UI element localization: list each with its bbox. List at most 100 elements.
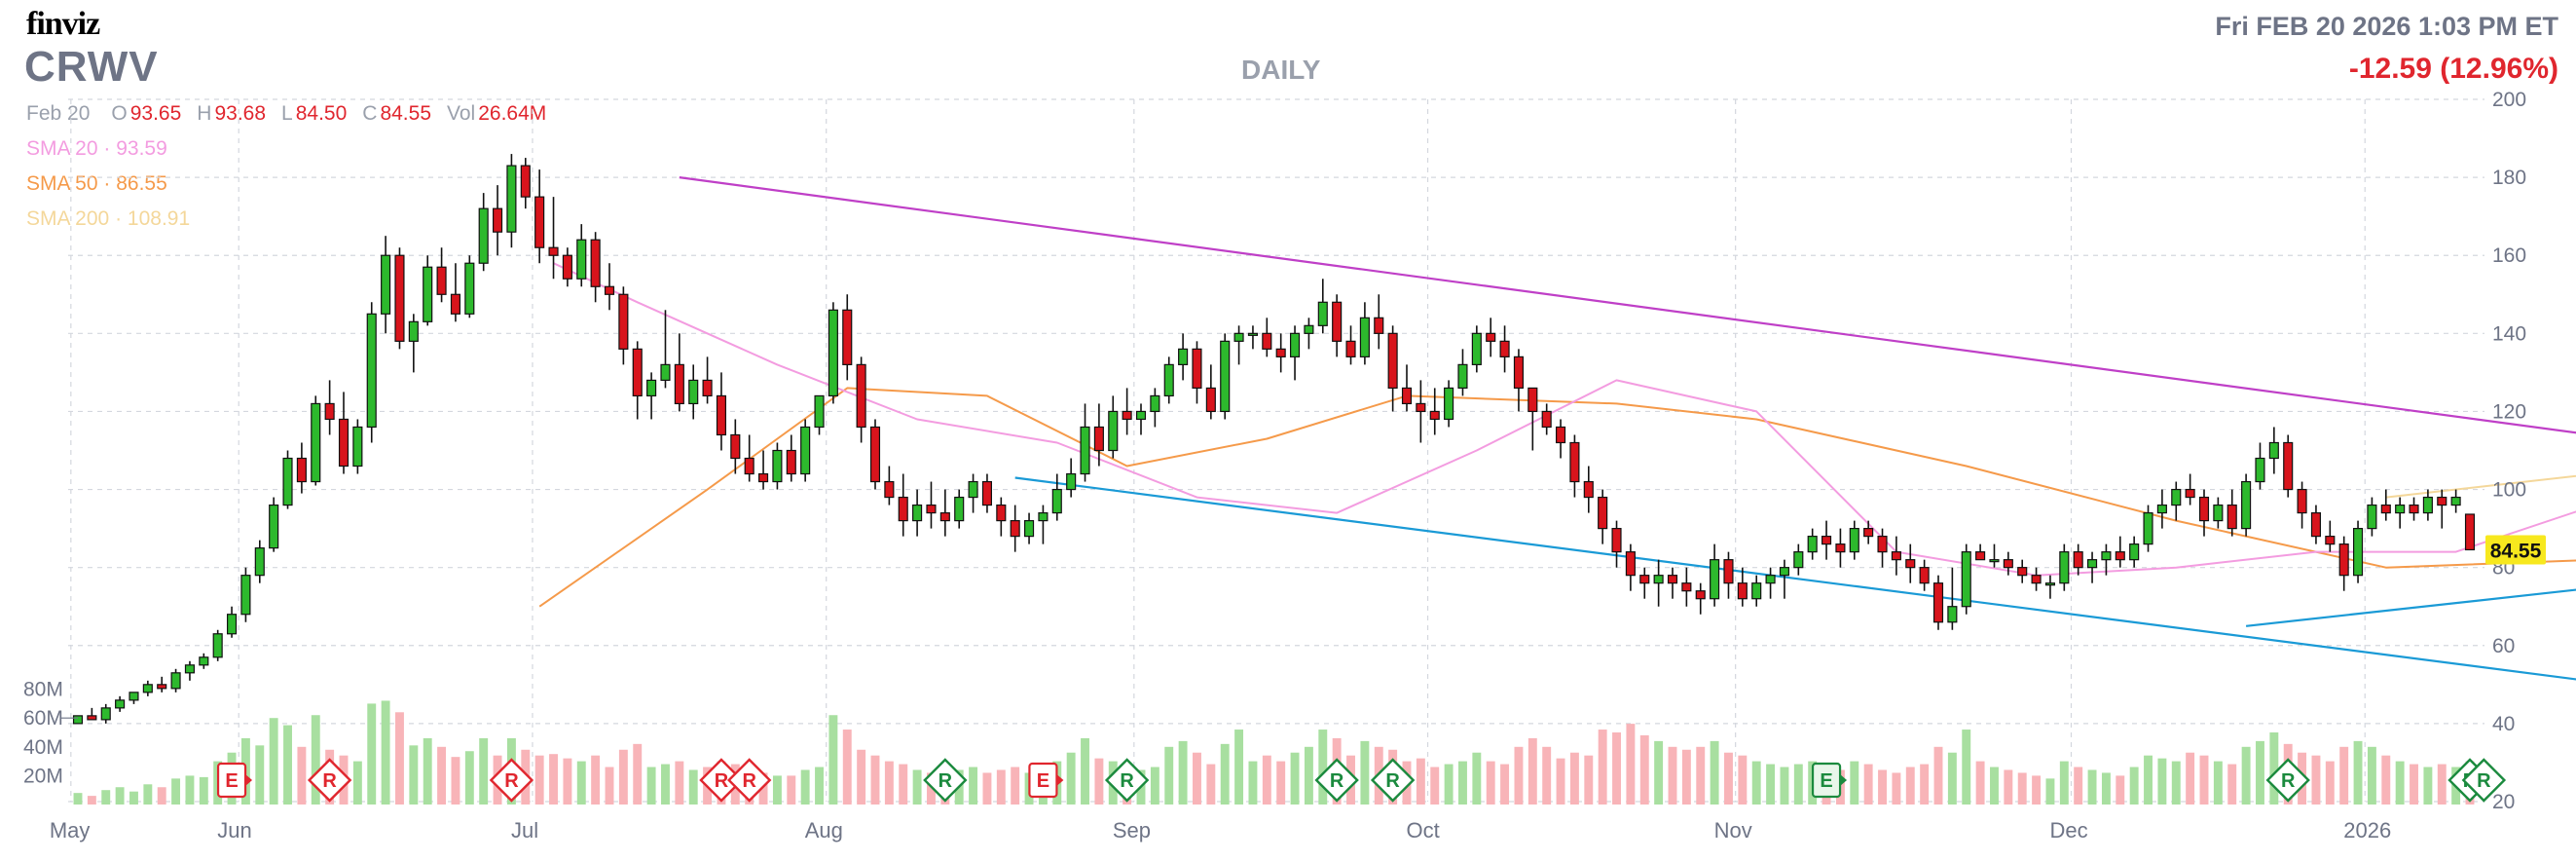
candle-up [199,656,209,666]
candle-up [2213,504,2224,522]
candle-up [1989,559,2000,563]
volume-bar [2186,752,2195,805]
volume-bar [1444,764,1454,805]
candle-down [2297,488,2307,514]
sma50-line [538,387,2576,608]
volume-bar [2171,761,2181,805]
candle-up [269,504,279,549]
volume-bar [675,761,684,805]
volume-bar [1710,740,1719,805]
x-month-label: Jun [217,818,251,842]
candle-down [869,426,881,483]
volume-value: 26.64M [478,102,547,125]
candle-up [1471,332,1482,365]
sma20-legend[interactable]: SMA 20 · 93.59 [26,137,167,160]
candle-down [1541,410,1552,429]
candle-up [2255,457,2265,483]
chart-grid [68,98,2484,803]
sma20-value: 93.59 [116,137,167,160]
candle-up [2395,504,2406,514]
volume-bar [352,761,362,805]
volume-bar [1569,752,1579,805]
volume-bar [1360,740,1370,805]
candle-up [381,254,391,315]
candle-down [324,402,335,421]
candle-down [590,239,601,287]
candle-down [1821,536,1832,545]
volume-bar [646,767,656,805]
x-month-label: Jul [511,818,538,842]
candle-down [492,207,503,233]
candle-down [632,348,643,397]
candle-down [1598,496,1608,530]
volume-bar [367,703,377,805]
candle-up [1653,575,1664,584]
candle-up [366,313,377,429]
candle-down [1374,317,1384,334]
sma50-legend[interactable]: SMA 50 · 86.55 [26,172,167,195]
sma200-legend[interactable]: SMA 200 · 108.91 [26,207,191,230]
event-label: R [504,770,519,792]
candle-up [1080,426,1090,475]
event-label: R [2477,770,2491,792]
candle-up [184,664,196,674]
volume-bar [1527,737,1537,805]
volume-bar [185,775,195,805]
rating-marker [307,758,352,803]
volume-bar [2437,764,2447,805]
x-month-label: Oct [1407,818,1440,842]
volume-bars [73,700,2475,805]
volume-bar [1193,752,1201,805]
volume-bar [2059,761,2069,805]
candle-down [1205,387,1216,413]
candle-down [2073,551,2083,569]
volume-tick-label: 80M [23,679,63,701]
y-tick-label: 160 [2492,244,2526,267]
candle-up [1066,472,1077,491]
candle-down [2409,504,2419,514]
finviz-logo[interactable]: finviz [26,6,100,42]
candle-down [744,457,754,475]
event-label: R [1385,770,1400,792]
candle-up [2156,504,2167,514]
candle-up [1317,301,1328,326]
volume-bar [1542,746,1552,805]
candle-down [1891,551,1901,561]
volume-bar [1892,772,1901,805]
candle-down [981,480,993,506]
volume-bar [884,761,894,805]
volume-tick-label: 60M [23,707,63,730]
candle-down [1192,348,1202,390]
candle-up [72,715,84,725]
candle-up [688,379,699,405]
candle-up [1023,519,1035,538]
candle-down [520,165,531,198]
candle-down [2003,559,2013,569]
volume-bar [2423,767,2433,805]
volume-bar [2325,761,2335,805]
volume-bar [2256,740,2264,805]
volume-bar [2395,761,2405,805]
candle-down [1695,590,1706,600]
candle-down [730,433,741,460]
volume-bar [1094,758,1104,805]
timeframe-label[interactable]: DAILY [1241,55,1321,85]
candle-up [1163,363,1174,397]
volume-bar [2381,755,2391,805]
volume-bar [996,769,1006,805]
volume-bar [605,767,614,805]
volume-bar [1262,755,1271,805]
volume-bar [2199,755,2209,805]
candle-down [1555,426,1566,444]
event-label: R [938,770,953,792]
low-key: L [281,102,293,125]
candle-up [2101,551,2112,561]
volume-bar [451,757,460,805]
candle-up [1304,324,1314,334]
ticker-symbol: CRWV [24,43,159,91]
volume-bar [1654,740,1664,805]
x-month-label: Dec [2050,818,2088,842]
lower-trendline [1014,476,2576,681]
volume-bar [437,746,447,805]
